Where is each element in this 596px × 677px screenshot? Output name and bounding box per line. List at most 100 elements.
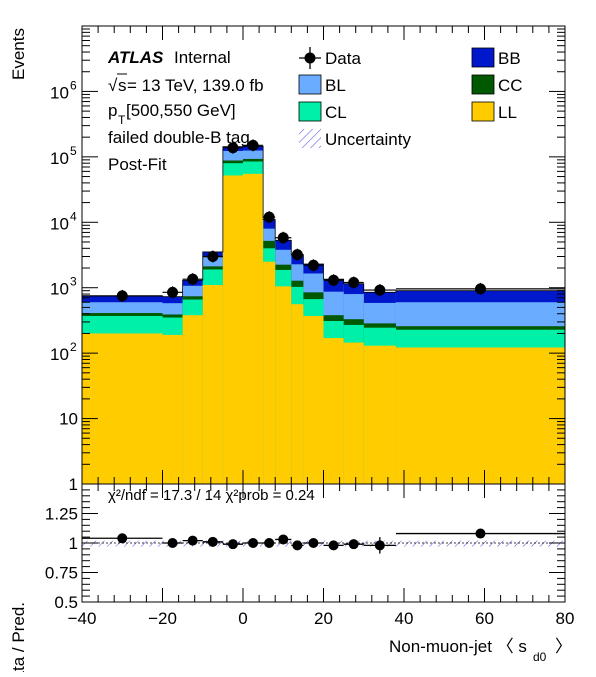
bar-ll-7 <box>275 286 292 484</box>
x-tick-label-0: −40 <box>68 609 97 628</box>
legend-item-uncertainty: Uncertainty <box>299 129 411 149</box>
y-tick-label-5: 10 <box>50 149 69 168</box>
sqrt-symbol: √ <box>108 76 118 95</box>
y-tick-exp-3: 3 <box>70 275 77 289</box>
data-point-6 <box>263 211 275 223</box>
x-tick-label-6: 80 <box>556 609 575 628</box>
y-tick-label-6: 10 <box>50 83 69 102</box>
bar-ll-4 <box>222 175 243 484</box>
ratio-y-axis: 0.5 0.75 1 1.25 <box>45 483 565 612</box>
atlas-text: ATLAS <box>107 48 164 67</box>
ratio-point-5 <box>248 538 259 548</box>
legend-swatch-bl <box>298 74 322 95</box>
ratio-point-3 <box>207 536 218 547</box>
y-tick-label-3: 10 <box>50 280 69 299</box>
legend-label-bl: BL <box>325 76 346 95</box>
ratio-point-9 <box>308 538 319 548</box>
legend-swatch-cl <box>298 101 322 122</box>
bar-ll-13 <box>395 347 565 484</box>
y-tick-exp-6: 6 <box>70 78 77 92</box>
data-point-0 <box>116 290 128 302</box>
x-axis-label-end: 〉 <box>555 637 572 656</box>
ratio-point-12 <box>374 540 385 551</box>
legend-label-cl: CL <box>325 103 347 122</box>
ratio-point-10 <box>328 540 339 551</box>
ratio-point-0 <box>117 533 128 544</box>
bar-ll-2 <box>182 315 203 484</box>
pt-range: [500,550 GeV] <box>126 101 236 120</box>
data-point-9 <box>307 259 319 271</box>
ratio-y-tick-label-2: 1 <box>69 534 78 553</box>
legend-label-bb: BB <box>498 49 521 68</box>
legend-label-uncertainty: Uncertainty <box>325 130 411 149</box>
y-tick-label-0: 1 <box>69 475 78 494</box>
data-point-13 <box>474 283 486 295</box>
data-point-7 <box>277 232 289 244</box>
fit-label: Post-Fit <box>108 155 167 174</box>
y-tick-exp-2: 2 <box>70 340 77 354</box>
legend-item-ll: LL <box>471 101 517 122</box>
x-tick-label-4: 40 <box>395 609 414 628</box>
data-point-3 <box>207 250 219 262</box>
atlas-label: ATLAS Internal <box>107 48 231 67</box>
ratio-point-4 <box>227 539 238 550</box>
pt-label: p T [500,550 GeV] <box>108 101 236 127</box>
stack-outline <box>81 145 566 484</box>
legend-swatch-cc <box>471 74 495 95</box>
energy-text: = 13 TeV, 139.0 fb <box>127 76 264 95</box>
x-axis-label-sub: d0 <box>533 650 547 664</box>
bar-ll-3 <box>202 285 223 484</box>
bar-ll-0 <box>82 333 163 484</box>
ratio-y-tick-label-1: 0.75 <box>45 564 78 583</box>
internal-text: Internal <box>174 48 231 67</box>
data-point-5 <box>247 139 259 151</box>
x-tick-label-2: 0 <box>238 609 247 628</box>
main-x-ticks <box>81 26 566 484</box>
data-point-10 <box>328 274 340 286</box>
bar-ll-6 <box>263 261 276 484</box>
y-axis-label: Events <box>9 28 28 80</box>
x-axis-label: Non-muon-jet 〈 s d0 〉 <box>389 637 572 664</box>
y-tick-exp-4: 4 <box>70 209 77 223</box>
data-point-12 <box>374 284 386 296</box>
ratio-point-13 <box>475 528 486 539</box>
legend-swatch-ll <box>471 101 495 122</box>
pt-sub: T <box>118 113 126 127</box>
legend-item-bb: BB <box>471 47 521 68</box>
ratio-point-8 <box>292 540 303 551</box>
ratio-x-axis: −40 −20 0 20 40 60 80 <box>68 484 575 628</box>
legend-item-bl: BL <box>298 74 346 95</box>
data-point-11 <box>348 277 360 289</box>
data-point-1 <box>167 286 179 298</box>
energy-s: s <box>118 76 127 95</box>
bar-ll-10 <box>323 338 344 484</box>
y-tick-label-4: 10 <box>50 214 69 233</box>
data-point-2 <box>187 273 199 285</box>
ratio-point-2 <box>187 535 198 546</box>
tag-label: failed double-B tag <box>108 128 250 147</box>
bar-ll-9 <box>303 315 324 484</box>
legend-label-ll: LL <box>498 103 517 122</box>
x-tick-label-5: 60 <box>475 609 494 628</box>
legend-swatch-bb <box>471 47 495 68</box>
legend: Data BL CL Uncertainty BB CC <box>298 47 523 149</box>
bar-ll-11 <box>343 342 364 484</box>
legend-swatch-uncertainty <box>299 129 321 148</box>
data-points <box>82 139 565 302</box>
legend-item-cc: CC <box>471 74 523 95</box>
legend-label-data: Data <box>325 49 361 68</box>
energy-label: √ s = 13 TeV, 139.0 fb <box>108 73 264 95</box>
legend-label-cc: CC <box>498 76 523 95</box>
legend-item-data: Data <box>299 47 361 69</box>
data-marker-icon <box>304 52 316 64</box>
legend-item-cl: CL <box>298 101 347 122</box>
pt-p: p <box>108 101 117 120</box>
x-tick-label-1: −20 <box>148 609 177 628</box>
ratio-point-1 <box>167 538 178 548</box>
ratio-points <box>82 528 565 554</box>
ratio-point-7 <box>278 534 289 545</box>
bar-ll-5 <box>243 173 264 484</box>
ratio-y-tick-label-3: 1.25 <box>45 505 78 524</box>
